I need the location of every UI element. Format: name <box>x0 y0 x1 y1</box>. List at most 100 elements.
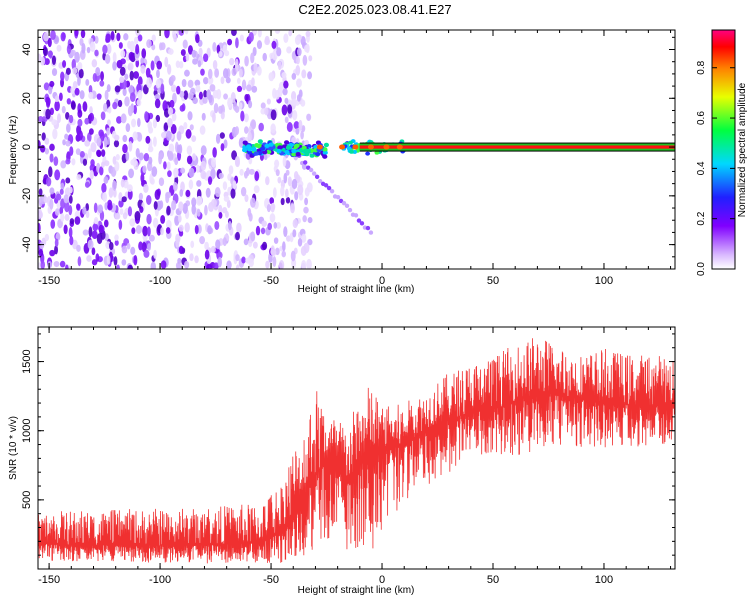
spectrogram-noise-blob <box>116 264 120 269</box>
spectrogram-noise-blob <box>272 256 277 268</box>
spectrogram-noise-blob <box>160 227 164 236</box>
chart-title: C2E2.2025.023.08.41.E27 <box>298 2 451 17</box>
spectrogram-noise-blob <box>186 155 193 165</box>
spectrogram-noise-blob <box>87 132 92 143</box>
spectrogram-noise-blob <box>127 105 133 117</box>
spectrogram-noise-blob <box>70 49 76 56</box>
spectrogram-noise-blob <box>85 210 90 219</box>
spectrogram-onset-cell <box>305 148 311 153</box>
spectrogram-noise-blob <box>290 250 296 262</box>
spectrogram-noise-blob <box>133 254 138 266</box>
spectrogram-noise-blob <box>132 157 138 167</box>
spectrogram-noise-blob <box>200 160 207 171</box>
spectrogram-noise-blob <box>172 181 178 192</box>
spectrogram-noise-blob <box>150 178 155 185</box>
spectrogram-noise-blob <box>104 233 109 242</box>
spectrogram-noise-blob <box>276 47 282 57</box>
spectrogram-noise-blob <box>270 245 275 256</box>
spectrogram-noise-blob <box>185 53 190 62</box>
spectrogram-noise-blob <box>64 213 70 221</box>
spectrogram-noise-blob <box>123 33 129 41</box>
spectrogram-noise-blob <box>285 169 290 176</box>
snr-x-axis-label: Height of straight line (km) <box>298 585 415 596</box>
spectrogram-noise-blob <box>272 187 277 198</box>
spectrogram-noise-blob <box>119 66 126 76</box>
spectrogram-noise-blob <box>103 176 109 184</box>
spectrogram-noise-blob <box>51 68 58 77</box>
spectrogram-noise-blob <box>76 174 82 181</box>
spectrogram-noise-blob <box>96 137 102 147</box>
spectrogram-noise-blob <box>104 54 111 65</box>
spectrogram-noise-blob <box>90 142 97 153</box>
spectrogram-noise-blob <box>59 188 64 195</box>
spectrogram-noise-blob <box>99 80 105 87</box>
spectrogram-noise-blob <box>66 44 72 55</box>
spectrogram-noise-blob <box>207 176 213 185</box>
spectrogram-noise-blob <box>60 160 67 169</box>
spectrogram-noise-blob <box>44 137 50 145</box>
spectrogram-noise-blob <box>70 86 75 94</box>
spectrogram-noise-blob <box>212 89 219 99</box>
spectrogram-noise-blob <box>160 83 165 95</box>
spectrogram-noise-blob <box>251 85 258 93</box>
spectrogram-noise-blob <box>240 110 245 122</box>
spectrogram-noise-blob <box>61 105 66 114</box>
snr-x-tick-label: -50 <box>263 574 279 586</box>
spectrogram-onset-cell <box>285 145 292 150</box>
spectrogram-noise-blob <box>86 46 91 54</box>
spectrogram-noise-blob <box>101 149 106 157</box>
spectrogram-noise-blob <box>290 203 295 214</box>
spectrogram-noise-blob <box>183 90 189 100</box>
spectrogram-noise-blob <box>296 94 301 102</box>
spectrogram-noise-blob <box>88 128 94 135</box>
spectrogram-noise-blob <box>128 51 135 61</box>
spectrogram-noise-blob <box>177 257 182 265</box>
spectrogram-noise-blob <box>298 119 303 131</box>
spectrogram-noise-blob <box>69 146 74 156</box>
spectrogram-noise-blob <box>255 225 261 236</box>
spectrogram-noise-blob <box>251 77 255 87</box>
spectrogram-noise-blob <box>281 250 286 258</box>
spectrogram-noise-blob <box>54 100 60 112</box>
spectrogram-noise-blob <box>204 204 208 216</box>
spectrogram-noise-blob <box>131 227 136 235</box>
spectrogram-onset-cell <box>257 139 263 144</box>
spectrogram-noise-blob <box>227 97 233 108</box>
spectrogram-noise-blob <box>39 211 43 219</box>
spectrogram-noise-blob <box>213 102 219 114</box>
spectrogram-noise-blob <box>191 49 197 58</box>
spectrogram-noise-blob <box>176 130 182 141</box>
spectrogram-noise-blob <box>65 177 71 184</box>
spectrogram-noise-blob <box>89 41 96 52</box>
spectrogram-noise-blob <box>296 78 302 88</box>
spectrogram-noise-blob <box>72 67 78 75</box>
spectrogram-noise-blob <box>222 68 229 79</box>
spectrogram-noise-blob <box>115 154 120 161</box>
spectrogram-noise-blob <box>122 134 128 143</box>
spectrogram-noise-blob <box>100 71 104 81</box>
spectrogram-y-axis-label: Frequency (Hz) <box>8 116 19 185</box>
spectrogram-noise-blob <box>159 200 164 209</box>
spectrogram-noise-blob <box>38 116 44 123</box>
spectrogram-noise-blob <box>112 188 117 198</box>
spectrogram-noise-blob <box>248 32 254 42</box>
spectrogram-noise-blob <box>43 196 49 203</box>
spectrogram-noise-blob <box>54 95 60 103</box>
spectrogram-noise-blob <box>95 66 101 77</box>
spectrogram-noise-blob <box>136 132 143 142</box>
spectrogram-noise-blob <box>239 168 244 176</box>
carrier-hotspot <box>383 144 390 150</box>
spectrogram-noise-blob <box>106 127 110 136</box>
spectrogram-noise-blob <box>260 227 266 235</box>
spectrogram-y-tick-label: 40 <box>21 43 33 55</box>
spectrogram-noise-blob <box>104 160 110 167</box>
spectrogram-noise-blob <box>250 119 257 130</box>
spectrogram-noise-blob <box>252 30 257 34</box>
spectrogram-noise-blob <box>214 186 221 198</box>
spectrogram-noise-blob <box>215 239 221 250</box>
spectrogram-noise-blob <box>203 53 209 63</box>
spectrogram-noise-blob <box>269 213 276 223</box>
spectrogram-noise-blob <box>39 241 45 250</box>
spectrogram-noise-blob <box>68 195 73 204</box>
spectrogram-noise-blob <box>273 221 278 229</box>
